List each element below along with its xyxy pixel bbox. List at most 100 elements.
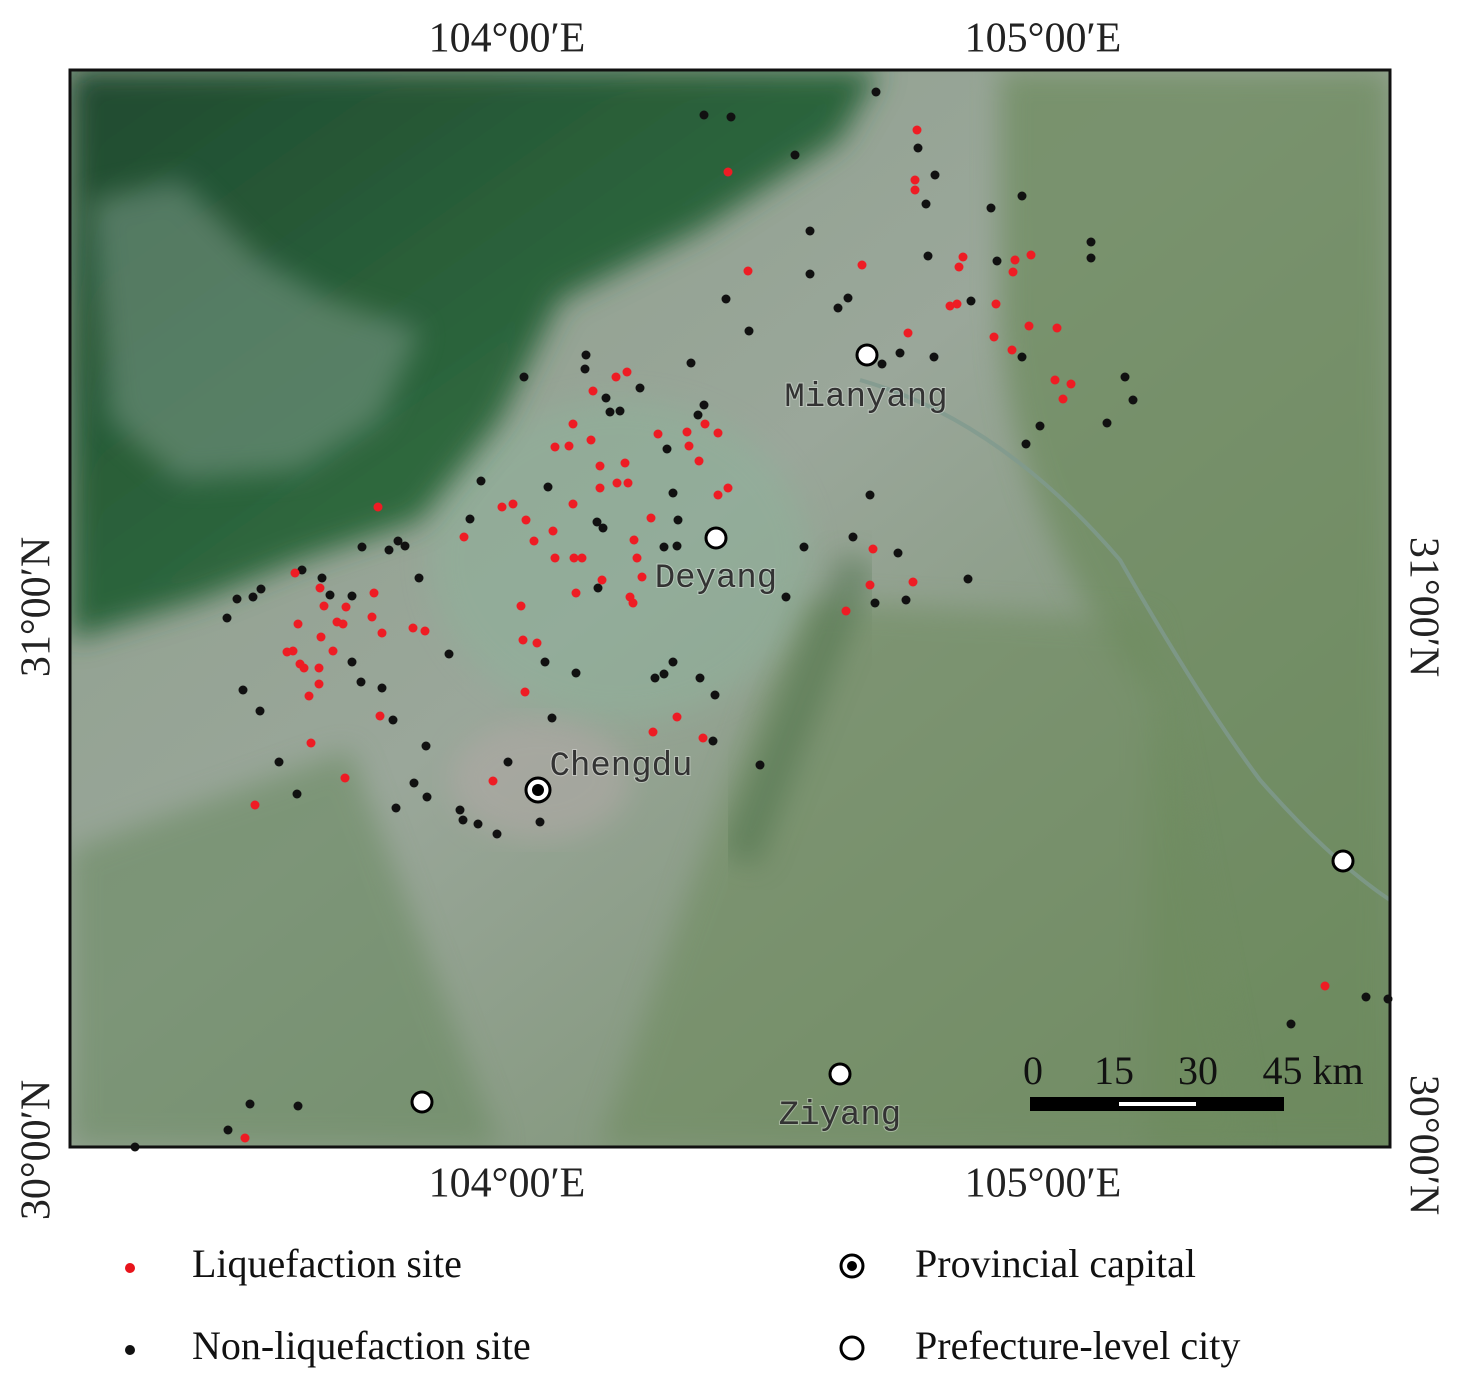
non-liquefaction-site (255, 706, 265, 716)
liquefaction-site (568, 499, 578, 509)
non-liquefaction-site (659, 542, 669, 552)
liquefaction-site (328, 646, 338, 656)
y-tick-label: 30°00′N (14, 1080, 60, 1220)
liquefaction-site (550, 553, 560, 563)
non-liquefaction-site (274, 757, 284, 767)
non-liquefaction-site (790, 150, 800, 160)
liquefaction-site (910, 175, 920, 185)
non-liquefaction-site (721, 294, 731, 304)
y-tick-label: 30°00′N (1400, 1075, 1446, 1215)
liquefaction-site (564, 441, 574, 451)
liquefaction-site (620, 458, 630, 468)
legend-symbol (125, 1263, 135, 1273)
liquefaction-site (577, 553, 587, 563)
liquefaction-site (408, 623, 418, 633)
liquefaction-site (306, 738, 316, 748)
non-liquefaction-site (833, 303, 843, 313)
city-label: Chengdu (550, 748, 693, 786)
liquefaction-site (723, 167, 733, 177)
non-liquefaction-site (317, 573, 327, 583)
liquefaction-site (316, 632, 326, 642)
liquefaction-site (612, 478, 622, 488)
non-liquefaction-site (325, 590, 335, 600)
non-liquefaction-site (726, 112, 736, 122)
liquefaction-site (958, 252, 968, 262)
non-liquefaction-site (1017, 352, 1027, 362)
liquefaction-site (611, 372, 621, 382)
liquefaction-site (550, 442, 560, 452)
legend-label: Provincial capital (915, 1241, 1196, 1286)
liquefaction-site (338, 619, 348, 629)
liquefaction-site (629, 535, 639, 545)
liquefaction-site (637, 572, 647, 582)
non-liquefaction-site (458, 815, 468, 825)
non-liquefaction-site (963, 574, 973, 584)
non-liquefaction-site (503, 757, 513, 767)
non-liquefaction-site (992, 256, 1002, 266)
liquefaction-site (954, 262, 964, 272)
non-liquefaction-site (848, 532, 858, 542)
x-tick-label: 104°00′E (429, 1161, 586, 1207)
liquefaction-site (991, 299, 1001, 309)
liquefaction-site (908, 577, 918, 587)
non-liquefaction-site (635, 383, 645, 393)
liquefaction-site (459, 532, 469, 542)
liquefaction-site (743, 266, 753, 276)
non-liquefaction-site (535, 817, 545, 827)
non-liquefaction-site (865, 490, 875, 500)
liquefaction-site (293, 619, 303, 629)
non-liquefaction-site (455, 805, 465, 815)
non-liquefaction-site (805, 269, 815, 279)
non-liquefaction-site (921, 199, 931, 209)
provincial-capital-center (532, 784, 544, 796)
non-liquefaction-site (444, 649, 454, 659)
liquefaction-site (868, 544, 878, 554)
non-liquefaction-site (1021, 439, 1031, 449)
non-liquefaction-site (297, 565, 307, 575)
non-liquefaction-site (400, 541, 410, 551)
non-liquefaction-site (547, 713, 557, 723)
prefecture-city (828, 1062, 852, 1086)
legend: Liquefaction site Non-liquefaction site … (125, 1241, 1240, 1368)
non-liquefaction-site (223, 1125, 233, 1135)
liquefaction-site (304, 691, 314, 701)
non-liquefaction-site (571, 668, 581, 678)
non-liquefaction-site (893, 548, 903, 558)
y-tick-label: 31°00′N (14, 537, 60, 677)
non-liquefaction-site (422, 792, 432, 802)
liquefaction-site (653, 429, 663, 439)
non-liquefaction-site (755, 760, 765, 770)
non-liquefaction-site (1086, 253, 1096, 263)
x-tick-label: 105°00′E (965, 1161, 1122, 1207)
city-label: Ziyang (779, 1097, 901, 1135)
liquefaction-site (713, 490, 723, 500)
x-tick-label: 105°00′E (965, 16, 1122, 62)
non-liquefaction-site (686, 358, 696, 368)
x-tick-label: 104°00′E (429, 16, 586, 62)
non-liquefaction-site (222, 613, 232, 623)
non-liquefaction-site (476, 476, 486, 486)
non-liquefaction-site (581, 350, 591, 360)
non-liquefaction-site (519, 372, 529, 382)
liquefaction-site (1052, 323, 1062, 333)
non-liquefaction-site (238, 685, 248, 695)
liquefaction-site (315, 583, 325, 593)
liquefaction-site (595, 483, 605, 493)
liquefaction-site (497, 502, 507, 512)
liquefaction-site (314, 663, 324, 673)
scale-bar: 0 15 30 45 km (1023, 1048, 1364, 1111)
non-liquefaction-site (492, 829, 502, 839)
liquefaction-site (912, 125, 922, 135)
non-liquefaction-site (409, 778, 419, 788)
y-tick-label: 31°00′N (1400, 537, 1446, 677)
liquefaction-site (548, 526, 558, 536)
liquefaction-site (586, 435, 596, 445)
city-label: Deyang (655, 560, 777, 598)
liquefaction-site (903, 328, 913, 338)
liquefaction-site (622, 367, 632, 377)
liquefaction-site (945, 301, 955, 311)
non-liquefaction-site (1128, 395, 1138, 405)
liquefaction-site (520, 687, 530, 697)
scale-label: 45 km (1262, 1048, 1363, 1093)
